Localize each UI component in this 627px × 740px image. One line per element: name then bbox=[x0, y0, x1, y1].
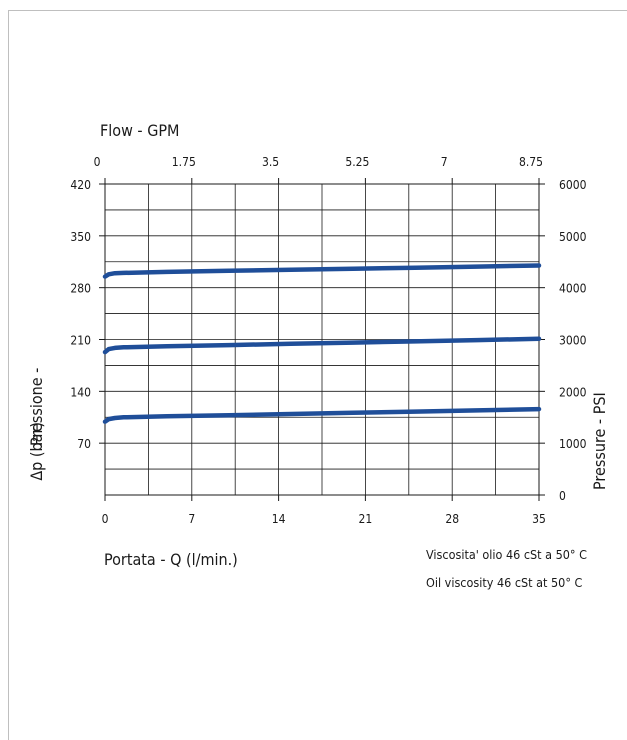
left-tick-label: 280 bbox=[70, 282, 91, 296]
x-tick-label: 0 bbox=[102, 512, 109, 526]
right-tick-label: 6000 bbox=[559, 178, 587, 192]
axis-ticks: 0 7 14 21 28 350 1.75 3.5 5.25 7 8.754203502802101… bbox=[70, 155, 586, 526]
right-tick-label: 3000 bbox=[559, 334, 587, 348]
y-axis-label-left-part2: Δp (bar) bbox=[27, 422, 46, 481]
left-tick-label: 350 bbox=[70, 230, 91, 244]
left-tick-label: 70 bbox=[77, 437, 91, 451]
top-tick-label: 7 bbox=[441, 155, 448, 169]
left-tick-label: 420 bbox=[70, 178, 91, 192]
viscosity-note-en: Oil viscosity 46 cSt at 50° C bbox=[426, 575, 583, 590]
y-axis-label-right: Pressure - PSI bbox=[590, 392, 609, 490]
top-axis-label: Flow - GPM bbox=[100, 121, 179, 140]
x-tick-label: 28 bbox=[445, 512, 459, 526]
right-tick-label: 0 bbox=[559, 489, 566, 503]
viscosity-note-it: Viscosita' olio 46 cSt a 50° C bbox=[426, 547, 587, 562]
figure-frame bbox=[8, 10, 627, 740]
right-tick-label: 2000 bbox=[559, 385, 587, 399]
top-tick-label: 1.75 bbox=[172, 155, 196, 169]
right-tick-label: 1000 bbox=[559, 437, 587, 451]
top-tick-label: 0 bbox=[94, 155, 101, 169]
left-tick-label: 210 bbox=[70, 334, 91, 348]
series-line-1 bbox=[102, 263, 542, 279]
x-tick-label: 35 bbox=[532, 512, 546, 526]
top-tick-label: 3.5 bbox=[262, 155, 279, 169]
right-tick-label: 4000 bbox=[559, 282, 587, 296]
left-tick-label: 140 bbox=[70, 385, 91, 399]
grid bbox=[105, 184, 539, 495]
x-tick-label: 14 bbox=[272, 512, 286, 526]
x-tick-label: 21 bbox=[359, 512, 373, 526]
x-tick-label: 7 bbox=[188, 512, 195, 526]
y-axis-label-left-part1: Pressione - bbox=[27, 368, 46, 446]
right-tick-label: 5000 bbox=[559, 230, 587, 244]
series-line-3 bbox=[102, 406, 542, 424]
x-axis-label: Portata - Q (l/min.) bbox=[104, 550, 238, 569]
top-tick-label: 5.25 bbox=[345, 155, 369, 169]
series-group bbox=[102, 263, 542, 424]
top-tick-label: 8.75 bbox=[519, 155, 543, 169]
series-line-2 bbox=[102, 336, 542, 355]
